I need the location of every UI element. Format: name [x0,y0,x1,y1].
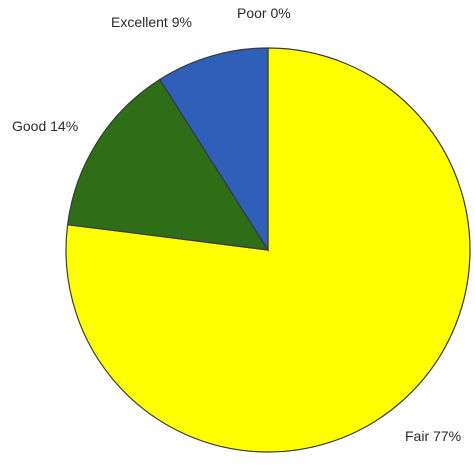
slice-good [66,78,270,251]
pie-labels: Poor 0% Fair 77% Good 14% Excellent 9% [12,5,461,444]
label-excellent: Excellent 9% [111,14,192,30]
label-poor: Poor 0% [237,5,291,21]
slice-excellent [158,47,269,253]
pie-slices [65,47,471,453]
label-fair: Fair 77% [405,428,461,444]
label-good: Good 14% [12,118,78,134]
